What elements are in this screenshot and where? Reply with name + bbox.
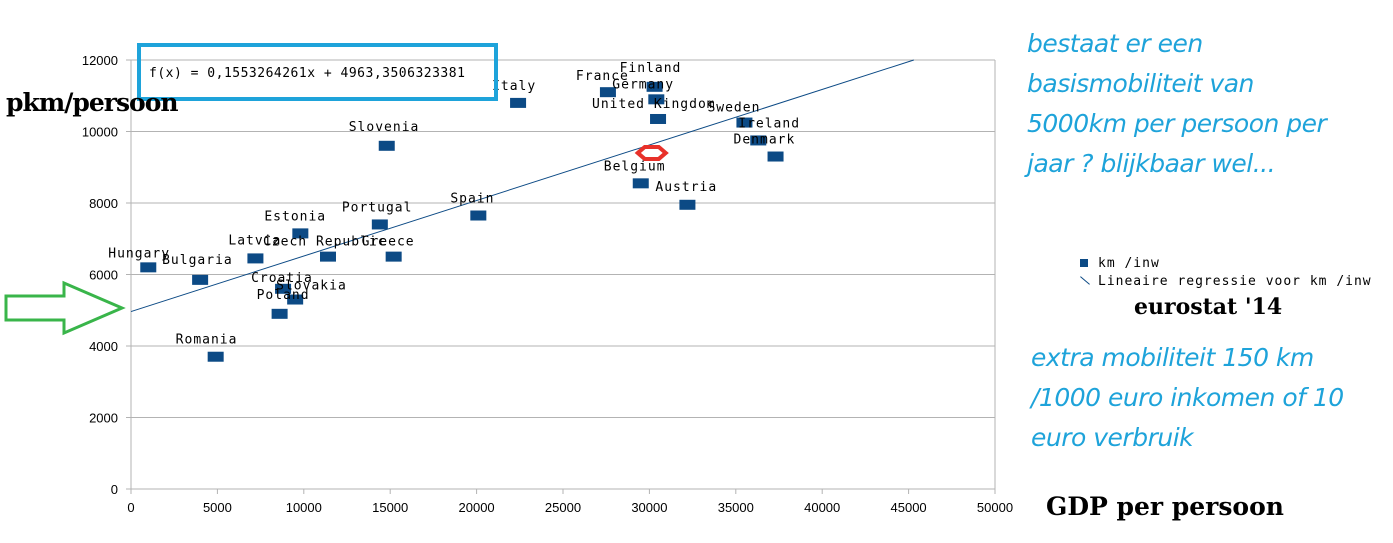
x-tick-label-35000: 35000: [718, 500, 754, 515]
y-tick-label-8000: 8000: [89, 196, 118, 211]
data-label-italy: Italy: [492, 79, 536, 94]
formula-box-border: [137, 43, 498, 101]
data-point-croatia: [275, 283, 292, 294]
data-point-bulgaria: [192, 274, 209, 285]
y-tick-label-0: 0: [111, 482, 118, 497]
regression-line: [130, 59, 914, 313]
data-label-sweden: Sweden: [707, 101, 760, 116]
y-tick-label-12000: 12000: [82, 53, 118, 68]
green-arrow-icon: [4, 280, 126, 336]
legend-label-points: km /inw: [1098, 255, 1160, 271]
data-label-czech-republic: Czech Republic: [263, 235, 387, 250]
data-label-ireland: Ireland: [738, 116, 800, 131]
data-label-finland: Finland: [620, 61, 682, 76]
data-label-romania: Romania: [176, 333, 238, 348]
belgium-highlight-marker: [634, 144, 669, 161]
x-axis-title: GDP per persoon: [1046, 492, 1284, 521]
data-label-france: France: [576, 69, 629, 84]
y-tick-labels: 0 2000 4000 6000 8000 10000 12000: [82, 53, 118, 497]
legend-item-points: km /inw: [1080, 254, 1372, 272]
data-label-belgium: Belgium: [604, 159, 666, 174]
data-point-germany: [648, 94, 665, 105]
data-point-spain: [470, 210, 487, 221]
data-label-germany: Germany: [612, 77, 674, 92]
highlight-ring: [634, 144, 669, 161]
data-point-sweden: [736, 117, 753, 128]
data-point-hungary: [140, 262, 157, 273]
data-point-france: [599, 87, 616, 98]
data-label-slovenia: Slovenia: [349, 120, 420, 135]
data-point-united-kingdom: [650, 113, 667, 124]
formula-box: f(x) = 0,1553264261x + 4963,3506323381: [137, 43, 498, 101]
x-tick-label-30000: 30000: [631, 500, 667, 515]
y-tick-label-6000: 6000: [89, 268, 118, 283]
data-point-estonia: [292, 228, 309, 239]
x-tick-label-0: 0: [127, 500, 134, 515]
legend-item-regression: Lineaire regressie voor km /inw: [1080, 272, 1372, 290]
y-tick-label-4000: 4000: [89, 339, 118, 354]
x-tick-label-45000: 45000: [891, 500, 927, 515]
data-point-denmark: [767, 151, 784, 162]
data-label-spain: Spain: [450, 192, 494, 207]
x-tick-label-20000: 20000: [459, 500, 495, 515]
regression-line-path: [130, 59, 914, 313]
gridlines: [131, 59, 996, 490]
x-tick-label-10000: 10000: [286, 500, 322, 515]
data-label-greece: Greece: [362, 235, 415, 250]
data-point-slovakia: [287, 294, 304, 305]
y-tick-label-2000: 2000: [89, 411, 118, 426]
annotation-extra-mobility: extra mobiliteit 150 km /1000 euro inkom…: [1031, 343, 1344, 452]
legend-line-swatch: [1080, 276, 1090, 286]
data-label-bulgaria: Bulgaria: [162, 253, 233, 268]
x-tick-label-5000: 5000: [203, 500, 232, 515]
data-point-belgium: [632, 178, 649, 189]
data-point-poland: [271, 308, 288, 319]
data-point-romania: [207, 351, 224, 362]
axes: [126, 59, 996, 494]
data-point-greece: [385, 251, 402, 262]
annotation-basic-mobility: bestaat er een basismobiliteit van 5000k…: [1027, 29, 1327, 178]
data-label-denmark: Denmark: [734, 133, 796, 148]
x-tick-label-25000: 25000: [545, 500, 581, 515]
data-label-austria: Austria: [655, 180, 717, 195]
y-tick-label-10000: 10000: [82, 125, 118, 140]
x-tick-label-50000: 50000: [977, 500, 1013, 515]
data-point-czech-republic: [319, 251, 336, 262]
data-point-austria: [679, 199, 696, 210]
data-point-finland: [646, 81, 663, 92]
legend-marker-swatch: [1080, 259, 1088, 267]
data-label-united-kingdom: United Kingdom: [592, 97, 716, 112]
data-point-latvia: [247, 253, 264, 264]
data-point-ireland: [750, 135, 767, 146]
data-label-croatia: Croatia: [251, 271, 313, 286]
legend-label-regression: Lineaire regressie voor km /inw: [1098, 273, 1372, 289]
legend: km /inw Lineaire regressie voor km /inw: [1080, 254, 1372, 290]
data-points: [140, 81, 784, 362]
x-tick-label-15000: 15000: [372, 500, 408, 515]
data-label-portugal: Portugal: [342, 200, 413, 215]
y-axis-title: pkm/persoon: [6, 88, 179, 117]
data-label-estonia: Estonia: [264, 209, 326, 224]
data-label-slovakia: Slovakia: [276, 279, 347, 294]
data-label-poland: Poland: [257, 288, 310, 303]
data-point-portugal: [371, 219, 388, 230]
regression-formula: f(x) = 0,1553264261x + 4963,3506323381: [149, 66, 465, 81]
data-point-slovenia: [378, 140, 395, 151]
data-point-italy: [510, 97, 527, 108]
data-label-hungary: Hungary: [108, 246, 170, 261]
source-label: eurostat '14: [1134, 294, 1283, 320]
x-tick-label-40000: 40000: [804, 500, 840, 515]
x-tick-labels: 0 5000 10000 15000 20000 25000 30000 35000 40000…: [127, 500, 1013, 515]
data-label-latvia: Latvia: [228, 233, 281, 248]
